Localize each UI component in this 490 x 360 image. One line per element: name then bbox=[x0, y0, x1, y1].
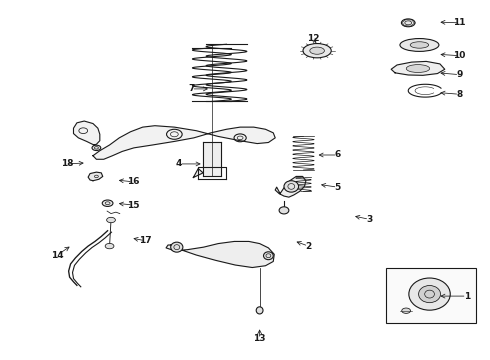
Polygon shape bbox=[194, 168, 203, 177]
Text: 4: 4 bbox=[176, 159, 182, 168]
Ellipse shape bbox=[171, 242, 183, 252]
Ellipse shape bbox=[264, 252, 273, 260]
Ellipse shape bbox=[92, 145, 101, 150]
Polygon shape bbox=[203, 142, 220, 176]
Text: 8: 8 bbox=[456, 90, 463, 99]
Ellipse shape bbox=[409, 278, 450, 310]
Ellipse shape bbox=[102, 200, 113, 206]
Text: 9: 9 bbox=[456, 70, 463, 79]
Ellipse shape bbox=[107, 217, 116, 223]
Text: 15: 15 bbox=[127, 201, 139, 210]
Text: 1: 1 bbox=[464, 292, 470, 301]
Text: 11: 11 bbox=[453, 18, 465, 27]
Bar bbox=[386, 267, 476, 323]
Polygon shape bbox=[391, 62, 445, 75]
Text: 3: 3 bbox=[366, 215, 372, 224]
Polygon shape bbox=[166, 242, 274, 267]
Polygon shape bbox=[93, 126, 275, 159]
Text: 6: 6 bbox=[335, 150, 341, 159]
Text: 13: 13 bbox=[253, 334, 266, 343]
Ellipse shape bbox=[400, 39, 439, 51]
Ellipse shape bbox=[303, 44, 331, 58]
Text: 2: 2 bbox=[305, 242, 312, 251]
Ellipse shape bbox=[418, 285, 441, 303]
Ellipse shape bbox=[401, 19, 415, 27]
Ellipse shape bbox=[279, 207, 289, 214]
Text: 14: 14 bbox=[51, 251, 64, 260]
Text: 12: 12 bbox=[307, 35, 319, 44]
Text: 10: 10 bbox=[453, 51, 465, 60]
Ellipse shape bbox=[284, 181, 298, 192]
Text: 18: 18 bbox=[61, 159, 74, 168]
Polygon shape bbox=[275, 176, 306, 197]
Text: 17: 17 bbox=[139, 236, 151, 245]
Ellipse shape bbox=[402, 308, 411, 314]
Ellipse shape bbox=[410, 42, 429, 48]
Text: 5: 5 bbox=[335, 183, 341, 192]
Polygon shape bbox=[88, 172, 103, 181]
Ellipse shape bbox=[256, 307, 263, 314]
Text: 7: 7 bbox=[188, 84, 195, 93]
Polygon shape bbox=[74, 121, 100, 145]
Text: 16: 16 bbox=[127, 177, 139, 186]
Ellipse shape bbox=[310, 47, 324, 54]
Ellipse shape bbox=[406, 64, 430, 72]
Ellipse shape bbox=[105, 243, 114, 249]
